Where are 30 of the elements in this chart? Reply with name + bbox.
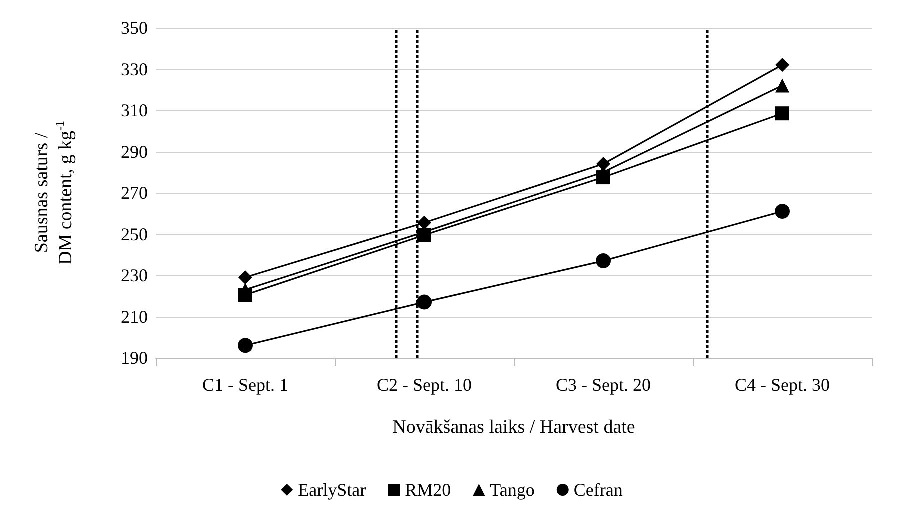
point	[775, 204, 790, 220]
y-tick-label: 330	[121, 59, 148, 80]
y-tick-label: 250	[121, 224, 148, 244]
y-tick-label: 310	[121, 100, 148, 120]
point	[418, 216, 432, 230]
y-tick-label: 290	[121, 142, 148, 162]
x-tick-label: C2 - Sept. 10	[376, 375, 472, 395]
point	[776, 58, 790, 72]
y-tick-label: 210	[121, 306, 148, 327]
legend-label: Cefran	[574, 480, 623, 500]
point	[596, 254, 611, 269]
x-tick-label: C3 - Sept. 20	[556, 375, 652, 395]
y-tick-label: 190	[121, 348, 148, 368]
x-axis-title: Novākšanas laiks / Harvest date	[392, 417, 636, 438]
y-axis-title: Sausnas saturs / DM content, g kg-1	[32, 120, 76, 266]
legend-label: EarlyStar	[298, 480, 366, 500]
y-tick-label: 270	[121, 183, 148, 203]
x-tick-label: C1 - Sept. 1	[202, 375, 289, 395]
point	[596, 157, 610, 172]
legend-label: Tango	[490, 480, 535, 500]
y-tick-label: 350	[121, 18, 148, 38]
point	[238, 270, 252, 285]
legend-label: RM20	[405, 480, 452, 500]
point	[596, 170, 610, 185]
y-tick-label: 230	[121, 266, 148, 286]
x-tick-label: C4 - Sept. 30	[734, 375, 830, 395]
point	[238, 338, 253, 354]
point	[418, 228, 432, 242]
point	[776, 106, 790, 121]
point	[417, 294, 432, 310]
